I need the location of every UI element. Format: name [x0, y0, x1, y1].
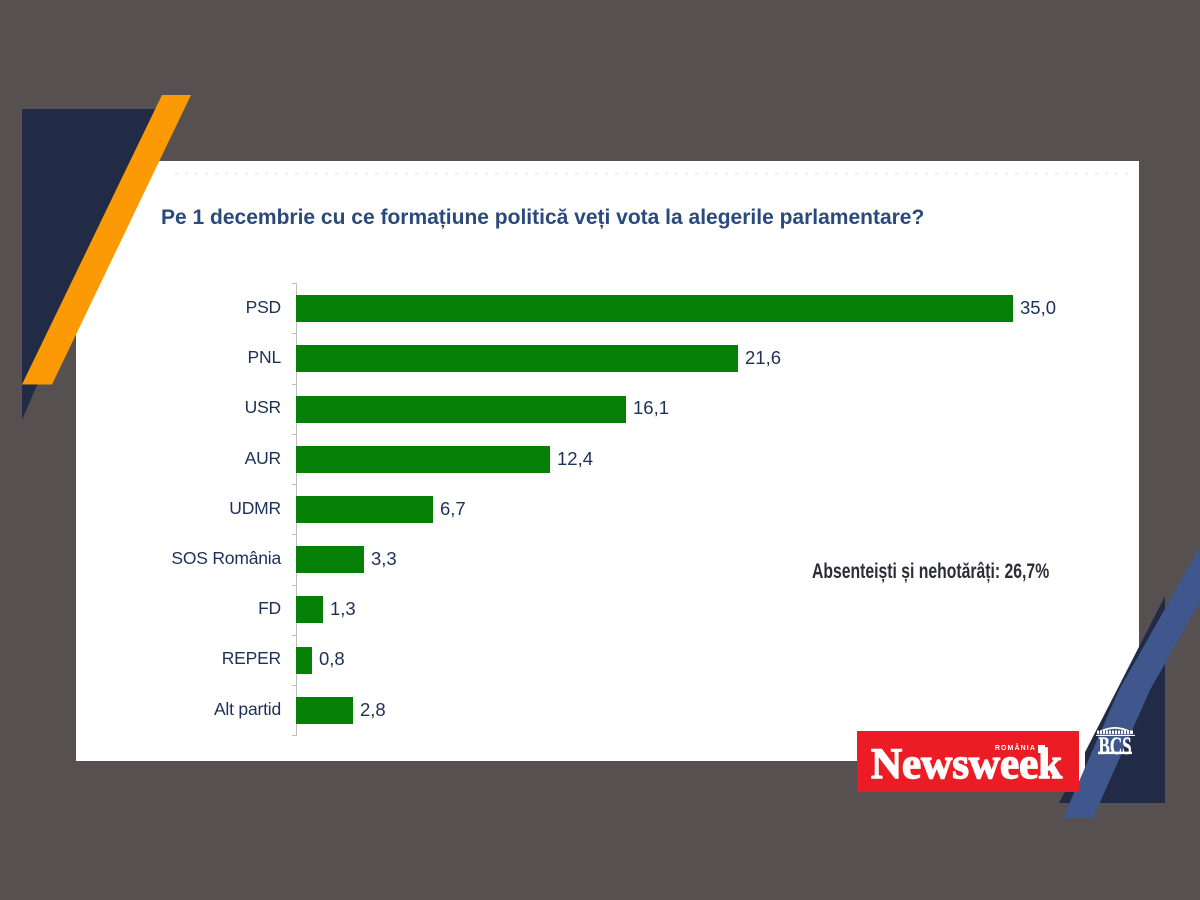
svg-text:BCS: BCS — [1099, 731, 1132, 760]
